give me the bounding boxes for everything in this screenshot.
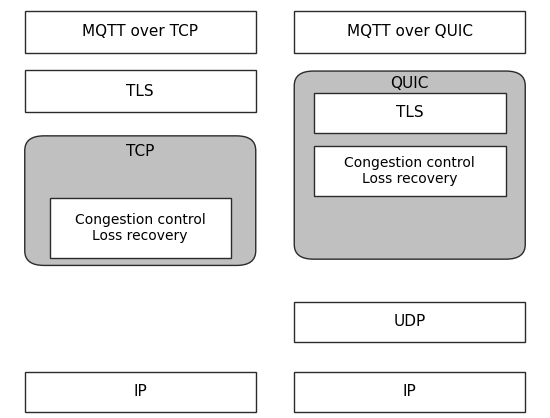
Text: Congestion control
Loss recovery: Congestion control Loss recovery [344, 156, 475, 186]
Text: MQTT over QUIC: MQTT over QUIC [346, 24, 473, 39]
Bar [25, 70, 256, 112]
Bar [294, 11, 525, 53]
Text: TLS: TLS [126, 84, 154, 99]
FancyBboxPatch shape [294, 71, 525, 259]
Bar [25, 372, 256, 411]
Text: QUIC: QUIC [390, 76, 429, 91]
Bar [25, 11, 256, 53]
Bar [314, 146, 506, 196]
Text: IP: IP [403, 384, 417, 399]
FancyBboxPatch shape [25, 136, 256, 265]
Bar [50, 198, 231, 258]
Text: TLS: TLS [396, 105, 424, 120]
Bar [294, 372, 525, 411]
Bar [314, 93, 506, 133]
Bar [294, 302, 525, 342]
Text: IP: IP [133, 384, 147, 399]
Text: MQTT over TCP: MQTT over TCP [82, 24, 198, 39]
Text: TCP: TCP [126, 144, 155, 159]
Text: UDP: UDP [394, 314, 426, 329]
Text: Congestion control
Loss recovery: Congestion control Loss recovery [75, 213, 206, 243]
